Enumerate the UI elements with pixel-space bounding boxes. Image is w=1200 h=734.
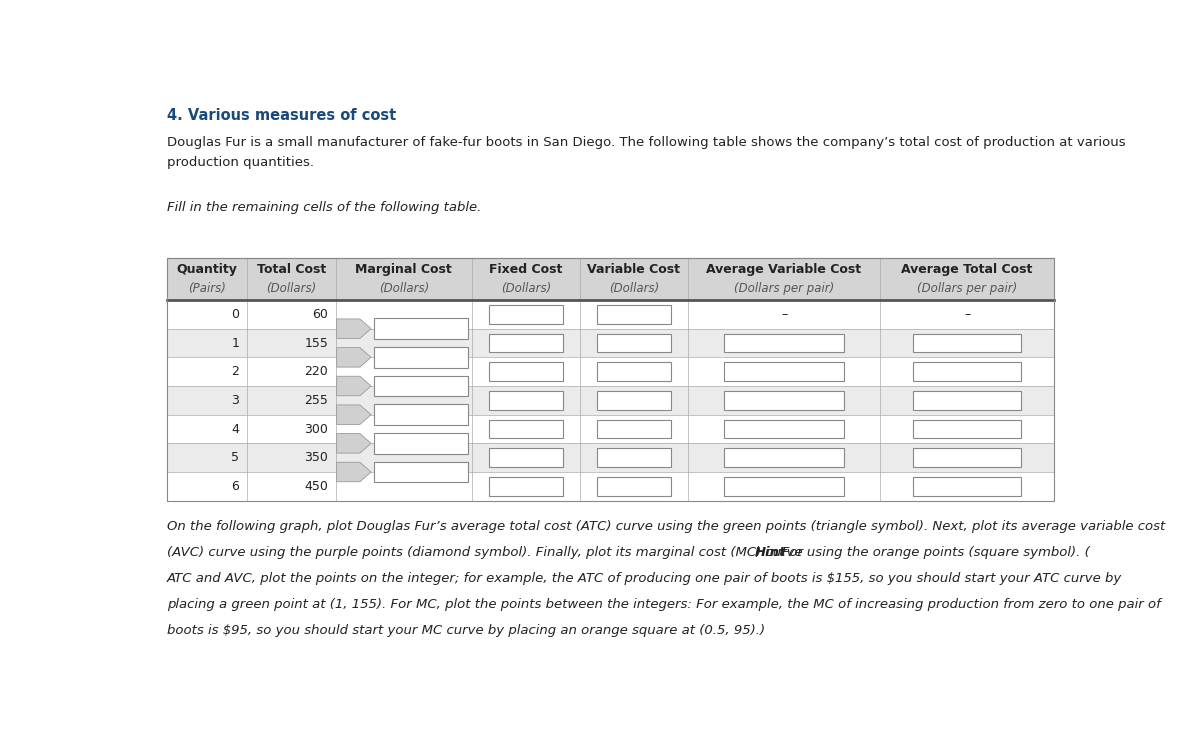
Bar: [725, 363, 844, 381]
Bar: [913, 363, 1021, 381]
Bar: [167, 300, 1054, 329]
Bar: [490, 448, 563, 467]
Text: Total Cost: Total Cost: [257, 264, 325, 276]
Bar: [374, 319, 468, 339]
Bar: [167, 357, 1054, 386]
Text: (Dollars per pair): (Dollars per pair): [734, 282, 834, 295]
Text: On the following graph, plot Douglas Fur’s average total cost (ATC) curve using : On the following graph, plot Douglas Fur…: [167, 520, 1165, 534]
Text: 3: 3: [232, 394, 239, 407]
Text: Hint: Hint: [755, 546, 786, 559]
Bar: [490, 477, 563, 495]
Bar: [374, 376, 468, 396]
Bar: [913, 420, 1021, 438]
Bar: [167, 386, 1054, 415]
Text: 255: 255: [305, 394, 329, 407]
Text: placing a green point at (1, 155). For MC, plot the points between the integers:: placing a green point at (1, 155). For M…: [167, 598, 1160, 611]
Bar: [725, 477, 844, 495]
Text: (Dollars): (Dollars): [266, 282, 317, 295]
Bar: [374, 404, 468, 425]
Bar: [167, 258, 1054, 300]
Bar: [374, 433, 468, 454]
Text: 4: 4: [232, 423, 239, 435]
Text: –: –: [781, 308, 787, 321]
Text: boots is $95, so you should start your MC curve by placing an orange square at (: boots is $95, so you should start your M…: [167, 625, 764, 637]
Bar: [490, 334, 563, 352]
Text: 6: 6: [232, 480, 239, 493]
Bar: [725, 391, 844, 410]
Bar: [167, 472, 1054, 501]
Bar: [167, 329, 1054, 357]
Bar: [167, 258, 1054, 501]
Text: –: –: [964, 308, 971, 321]
Polygon shape: [337, 319, 371, 338]
Bar: [913, 448, 1021, 467]
Bar: [725, 448, 844, 467]
Text: 4. Various measures of cost: 4. Various measures of cost: [167, 108, 396, 123]
Bar: [490, 420, 563, 438]
Bar: [490, 305, 563, 324]
Text: 300: 300: [305, 423, 329, 435]
Polygon shape: [337, 405, 371, 424]
Polygon shape: [337, 348, 371, 367]
Bar: [913, 391, 1021, 410]
Bar: [598, 391, 671, 410]
Text: Average Total Cost: Average Total Cost: [901, 264, 1033, 276]
Text: production quantities.: production quantities.: [167, 156, 313, 169]
Polygon shape: [337, 462, 371, 482]
Bar: [167, 415, 1054, 443]
Polygon shape: [337, 377, 371, 396]
Text: Marginal Cost: Marginal Cost: [355, 264, 452, 276]
Text: 5: 5: [232, 451, 239, 464]
Bar: [913, 477, 1021, 495]
Text: 350: 350: [305, 451, 329, 464]
Text: (Dollars): (Dollars): [500, 282, 551, 295]
Bar: [598, 305, 671, 324]
Text: Average Variable Cost: Average Variable Cost: [707, 264, 862, 276]
Bar: [913, 334, 1021, 352]
Bar: [725, 420, 844, 438]
Text: ATC and AVC, plot the points on the integer; for example, the ATC of producing o: ATC and AVC, plot the points on the inte…: [167, 573, 1122, 586]
Text: Douglas Fur is a small manufacturer of fake-fur boots in San Diego. The followin: Douglas Fur is a small manufacturer of f…: [167, 136, 1126, 149]
Text: (Dollars per pair): (Dollars per pair): [917, 282, 1018, 295]
Bar: [490, 363, 563, 381]
Text: (Pairs): (Pairs): [187, 282, 226, 295]
Text: 60: 60: [312, 308, 329, 321]
Bar: [598, 363, 671, 381]
Text: (Dollars): (Dollars): [379, 282, 428, 295]
Bar: [598, 420, 671, 438]
Text: (AVC) curve using the purple points (diamond symbol). Finally, plot its marginal: (AVC) curve using the purple points (dia…: [167, 546, 1090, 559]
Bar: [598, 334, 671, 352]
Bar: [598, 448, 671, 467]
Text: Quantity: Quantity: [176, 264, 238, 276]
Bar: [167, 443, 1054, 472]
Text: : For: : For: [773, 546, 803, 559]
Text: 450: 450: [305, 480, 329, 493]
Bar: [490, 391, 563, 410]
Bar: [725, 334, 844, 352]
Polygon shape: [337, 434, 371, 453]
Text: Fill in the remaining cells of the following table.: Fill in the remaining cells of the follo…: [167, 201, 481, 214]
Text: 220: 220: [305, 366, 329, 378]
Text: 1: 1: [232, 336, 239, 349]
Text: (Dollars): (Dollars): [608, 282, 659, 295]
Bar: [598, 477, 671, 495]
Bar: [374, 462, 468, 482]
Text: Fixed Cost: Fixed Cost: [490, 264, 563, 276]
Bar: [374, 347, 468, 368]
Text: 155: 155: [305, 336, 329, 349]
Text: 0: 0: [232, 308, 239, 321]
Text: 2: 2: [232, 366, 239, 378]
Text: Variable Cost: Variable Cost: [587, 264, 680, 276]
